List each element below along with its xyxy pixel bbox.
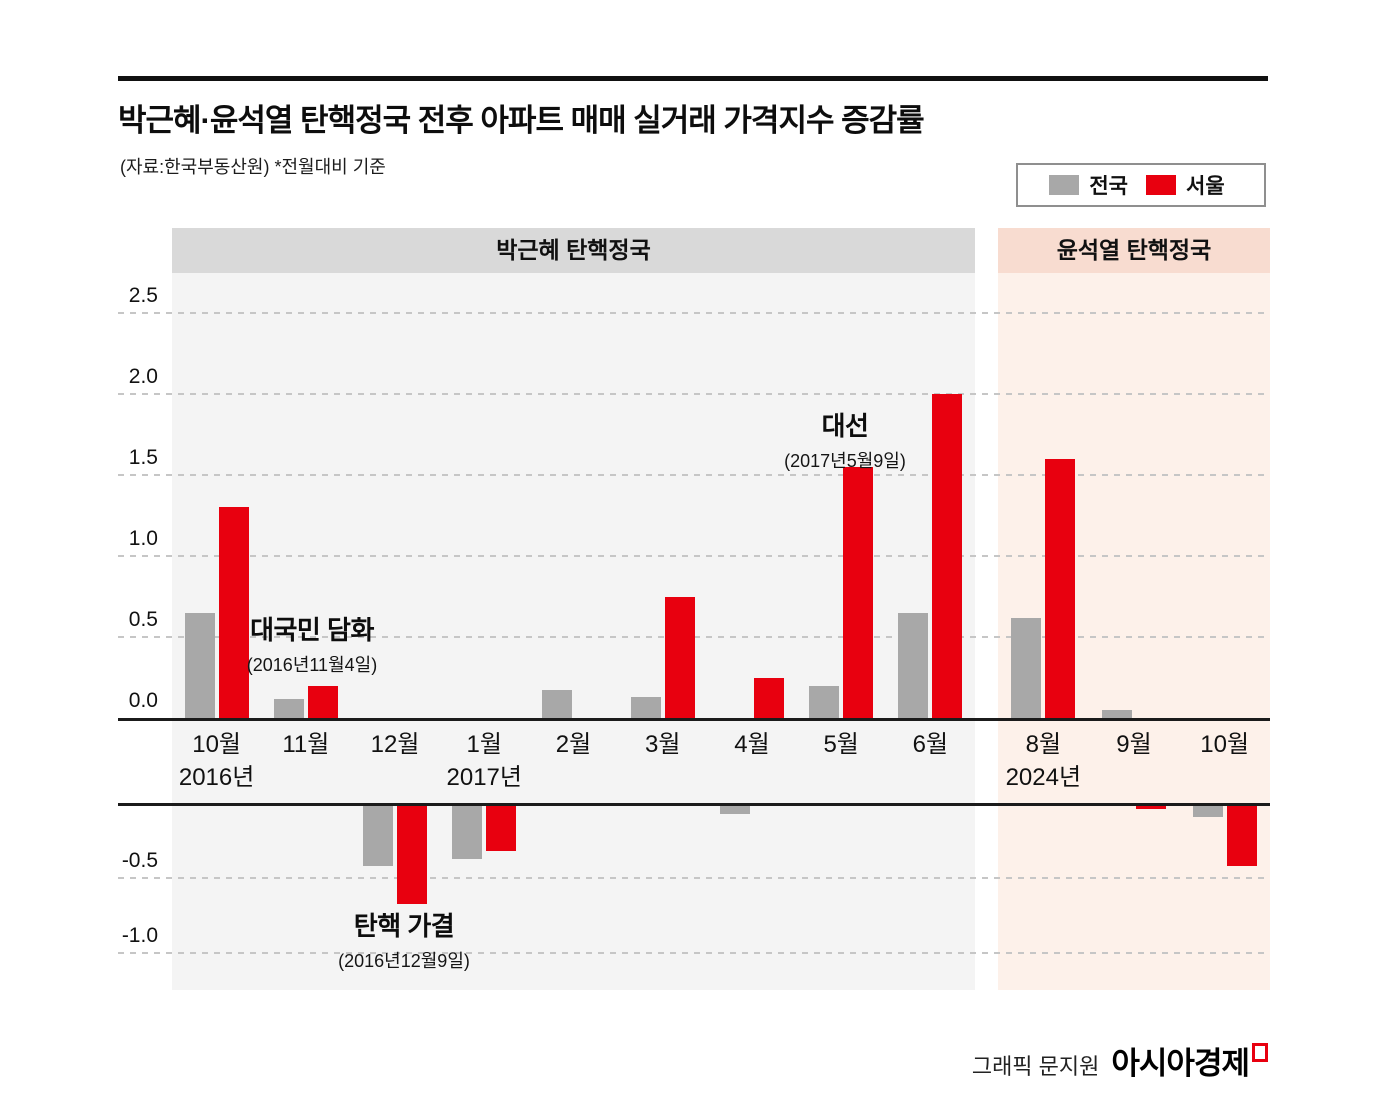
zero-axis-line [118,718,1270,721]
legend-swatch-seoul [1146,175,1176,195]
gridline [118,393,1270,395]
bar-national-3 [363,806,394,866]
brand-logo-icon [1252,1043,1268,1062]
bar-seoul-10 [1045,458,1076,718]
bar-national-10 [1011,617,1042,718]
annotation-date: (2017년5월9일) [784,451,906,471]
park-panel-background [172,228,975,990]
x-axis-year-label: 2024년 [1005,764,1082,791]
gridline [118,474,1270,476]
legend-label-national: 전국 [1089,175,1128,198]
x-axis-month-label: 2월 [555,731,592,758]
x-axis-year-label: 2016년 [178,764,255,791]
bar-national-5 [541,690,572,718]
bar-seoul-4 [486,806,517,851]
x-axis-month-label: 3월 [645,731,681,758]
annotation-title: 탄핵 가결 [353,911,455,941]
bar-seoul-11 [1136,806,1166,809]
graphic-credit: 그래픽 문지원 [971,1054,1100,1079]
x-axis-month-label: 10월 [192,731,241,758]
gridline [118,555,1270,557]
bar-seoul-7 [753,677,784,718]
x-axis-month-label: 4월 [734,731,770,758]
bar-seoul-12 [1226,806,1257,866]
legend: 전국 서울 [1016,163,1266,207]
negative-baseline [118,803,1270,806]
x-axis-month-label: 9월 [1116,731,1152,758]
gridline [118,952,1270,954]
bar-national-12 [1192,806,1223,817]
source-note: (자료:한국부동산원) *전월대비 기준 [120,157,386,177]
x-axis-month-label: 5월 [823,731,859,758]
bar-national-11 [1102,709,1132,718]
park-panel-header: 박근혜 탄핵정국 [172,228,975,273]
bar-national-4 [452,806,483,859]
bar-seoul-3 [397,806,428,904]
y-axis-tick-label: -0.5 [121,849,158,872]
bar-national-7 [719,806,750,814]
y-axis-tick-label: -1.0 [121,924,158,947]
annotation-date: (2016년11월4일) [246,655,378,675]
page-title: 박근혜·윤석열 탄핵정국 전후 아파트 매매 실거래 가격지수 증감률 [118,103,925,138]
x-axis-month-label: 6월 [912,731,949,758]
y-axis-tick-label: 1.0 [128,527,158,550]
x-axis-month-label: 11월 [282,731,330,758]
y-axis-tick-label: 2.0 [128,365,158,388]
legend-label-seoul: 서울 [1186,175,1225,198]
bar-seoul-6 [664,596,695,718]
x-axis-month-label: 10월 [1200,731,1250,758]
footer-credit: 그래픽 문지원 아시아경제 [972,1038,1268,1083]
gridline [118,312,1270,314]
y-axis-tick-label: 0.0 [128,689,158,712]
annotation-title: 대국민 담화 [250,615,374,645]
bar-national-2 [273,698,304,718]
top-rule-divider [118,76,1268,81]
bar-national-1 [184,612,215,718]
annotation-date: (2016년12월9일) [338,951,470,971]
bar-national-6 [630,696,661,718]
x-axis-month-label: 1월 [466,731,502,758]
x-axis-year-label: 2017년 [446,764,522,791]
legend-swatch-national [1049,175,1080,195]
y-axis-tick-label: 0.5 [128,608,158,631]
bar-national-8 [809,685,840,718]
y-axis-tick-label: 2.5 [128,284,158,307]
gridline [118,877,1270,879]
brand-name: 아시아경제 [1111,1038,1268,1083]
annotation-3: 대선 (2017년5월9일) [685,406,1005,473]
annotation-title: 대선 [821,411,869,441]
bar-seoul-8 [843,466,874,718]
x-axis-month-label: 12월 [370,731,420,758]
bar-seoul-2 [307,685,338,718]
y-axis-tick-label: 1.5 [128,446,158,469]
bar-seoul-1 [218,507,249,718]
annotation-1: 대국민 담화 (2016년11월4일) [152,610,472,677]
yoon-panel-header: 윤석열 탄핵정국 [998,228,1270,273]
x-axis-month-label: 8월 [1025,731,1062,758]
bar-national-9 [898,612,929,718]
bar-seoul-9 [932,394,963,718]
annotation-2: 탄핵 가결 (2016년12월9일) [244,906,564,973]
yoon-panel-background [998,228,1270,990]
